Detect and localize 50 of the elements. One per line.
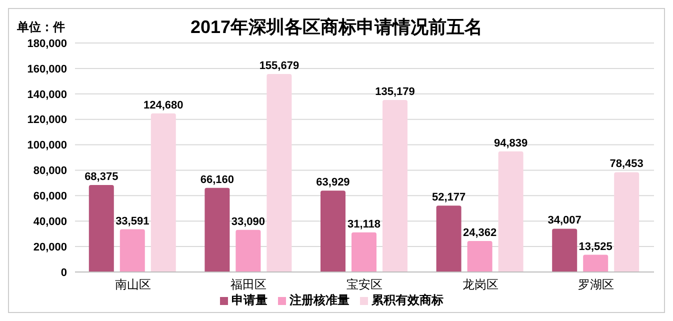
y-tick-label: 140,000 <box>27 88 67 101</box>
data-label: 34,007 <box>548 214 582 227</box>
bar <box>204 188 230 272</box>
bar <box>467 241 492 272</box>
legend-label: 累积有效商标 <box>370 292 444 309</box>
bar <box>382 100 408 272</box>
bar <box>320 190 346 272</box>
x-tick-label: 龙岗区 <box>462 278 498 292</box>
data-label: 24,362 <box>462 227 497 240</box>
y-tick-label: 60,000 <box>33 190 67 203</box>
bar <box>150 113 176 272</box>
x-tick-label: 南山区 <box>114 278 151 292</box>
y-tick-label: 20,000 <box>33 241 67 254</box>
data-label: 33,591 <box>116 215 150 228</box>
bar <box>236 230 261 272</box>
chart-title: 2017年深圳各区商标申请情况前五名 <box>190 17 483 37</box>
x-tick-label: 罗湖区 <box>578 278 614 292</box>
bar <box>436 206 462 272</box>
legend-label: 申请量 <box>230 292 268 309</box>
data-label: 135,179 <box>375 86 415 98</box>
bar <box>351 232 376 272</box>
y-tick-label: 180,000 <box>27 38 67 50</box>
data-label: 52,177 <box>432 192 466 204</box>
bar <box>498 151 524 272</box>
y-tick-label: 0 <box>60 266 67 279</box>
y-tick-label: 100,000 <box>27 140 67 152</box>
x-tick-label: 宝安区 <box>346 278 382 292</box>
bar <box>614 172 640 272</box>
data-label: 63,929 <box>316 176 350 189</box>
y-tick-label: 160,000 <box>27 63 67 76</box>
x-tick-label: 福田区 <box>230 278 267 292</box>
bar <box>266 74 292 272</box>
data-label: 78,453 <box>610 158 644 170</box>
data-label: 31,118 <box>347 218 381 230</box>
data-label: 124,680 <box>144 99 184 112</box>
bar <box>583 254 608 272</box>
data-label: 94,839 <box>494 137 528 150</box>
y-axis-title: 单位：件 <box>17 19 65 36</box>
bar <box>88 185 114 272</box>
y-tick-label: 80,000 <box>33 165 67 178</box>
data-label: 155,679 <box>259 60 300 72</box>
bar <box>120 229 145 272</box>
y-tick-label: 40,000 <box>33 216 67 228</box>
data-label: 68,375 <box>84 171 118 184</box>
data-label: 33,090 <box>231 216 266 228</box>
data-label: 13,525 <box>578 240 612 253</box>
y-tick-label: 120,000 <box>27 114 67 126</box>
data-label: 66,160 <box>200 174 234 186</box>
legend-label: 注册核准量 <box>288 292 350 309</box>
bar <box>552 228 578 272</box>
